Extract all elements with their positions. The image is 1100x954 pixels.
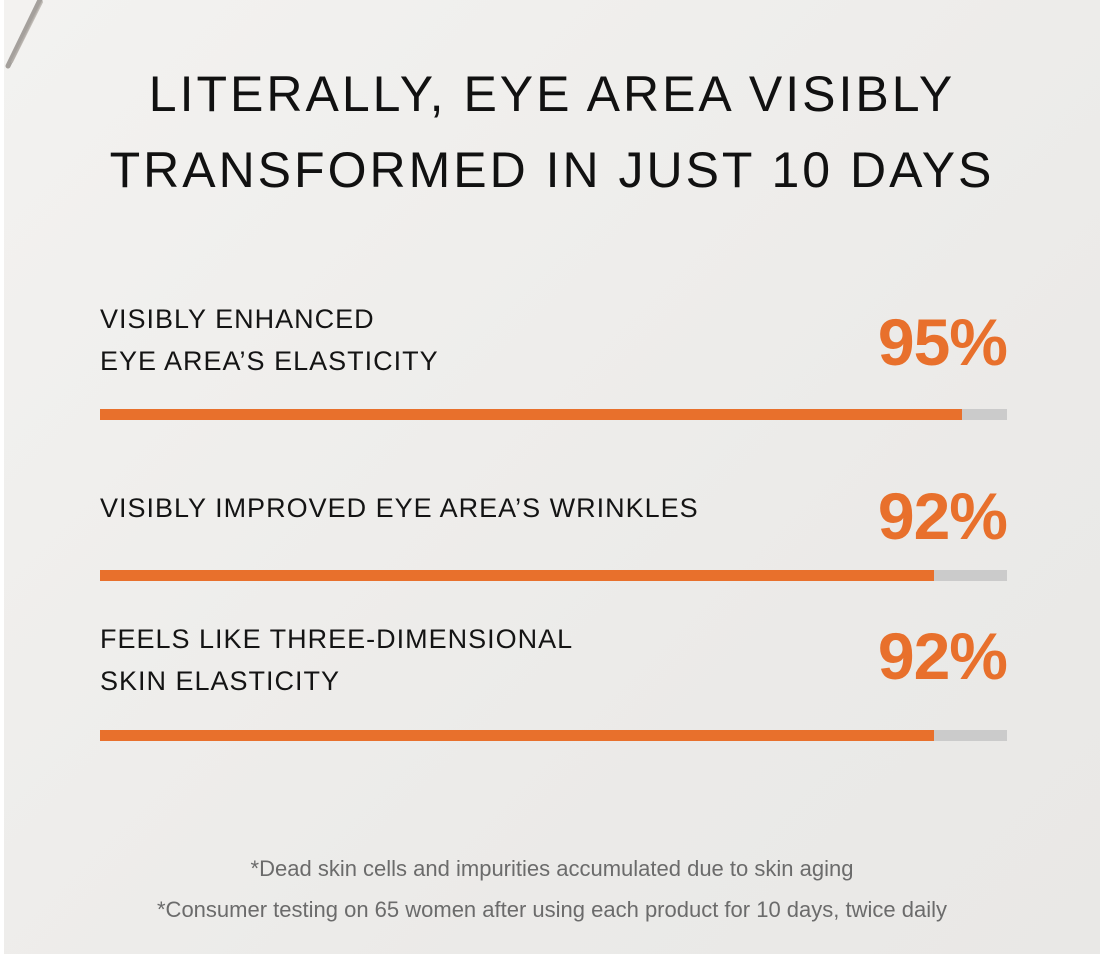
progress-bar-track	[100, 730, 1007, 741]
metric-label: VISIBLY IMPROVED EYE AREA’S WRINKLES	[100, 487, 699, 529]
progress-bar-fill	[100, 730, 935, 741]
metric-value: 95%	[877, 305, 1008, 379]
metric-label-line-2: EYE AREA’S ELASTICITY	[100, 346, 439, 376]
progress-bar-fill	[100, 409, 962, 420]
footnote: *Consumer testing on 65 women after usin…	[157, 897, 947, 922]
metric-value: 92%	[877, 479, 1008, 553]
infographic-panel: LITERALLY, EYE AREA VISIBLY TRANSFORMED …	[4, 0, 1100, 954]
title-line-2: TRANSFORMED IN JUST 10 DAYS	[109, 142, 995, 198]
footnote: *Dead skin cells and impurities accumula…	[250, 856, 854, 881]
progress-bar-fill	[100, 570, 935, 581]
title-line-1: LITERALLY, EYE AREA VISIBLY	[148, 66, 956, 122]
metric-label-line-1: VISIBLY ENHANCED	[100, 304, 375, 334]
metric-row: FEELS LIKE THREE-DIMENSIONAL SKIN ELASTI…	[100, 618, 1008, 748]
metric-row: VISIBLY IMPROVED EYE AREA’S WRINKLES 92%	[100, 479, 1008, 584]
metric-label-line-1: FEELS LIKE THREE-DIMENSIONAL	[100, 624, 574, 654]
metric-label: FEELS LIKE THREE-DIMENSIONAL SKIN ELASTI…	[100, 618, 573, 702]
metric-value: 92%	[877, 619, 1008, 693]
decorative-brush-stroke	[5, 0, 43, 69]
page-title: LITERALLY, EYE AREA VISIBLY TRANSFORMED …	[4, 56, 1100, 208]
metric-label-line-2: SKIN ELASTICITY	[100, 666, 341, 696]
metric-row: VISIBLY ENHANCED EYE AREA’S ELASTICITY 9…	[100, 298, 1008, 428]
metric-label-line-1: VISIBLY IMPROVED EYE AREA’S WRINKLES	[100, 493, 699, 523]
progress-bar-track	[100, 409, 1007, 420]
progress-bar-track	[100, 570, 1007, 581]
metric-label: VISIBLY ENHANCED EYE AREA’S ELASTICITY	[100, 298, 439, 382]
